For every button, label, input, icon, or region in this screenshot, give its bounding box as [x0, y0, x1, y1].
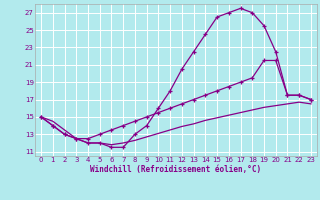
X-axis label: Windchill (Refroidissement éolien,°C): Windchill (Refroidissement éolien,°C) — [91, 165, 261, 174]
